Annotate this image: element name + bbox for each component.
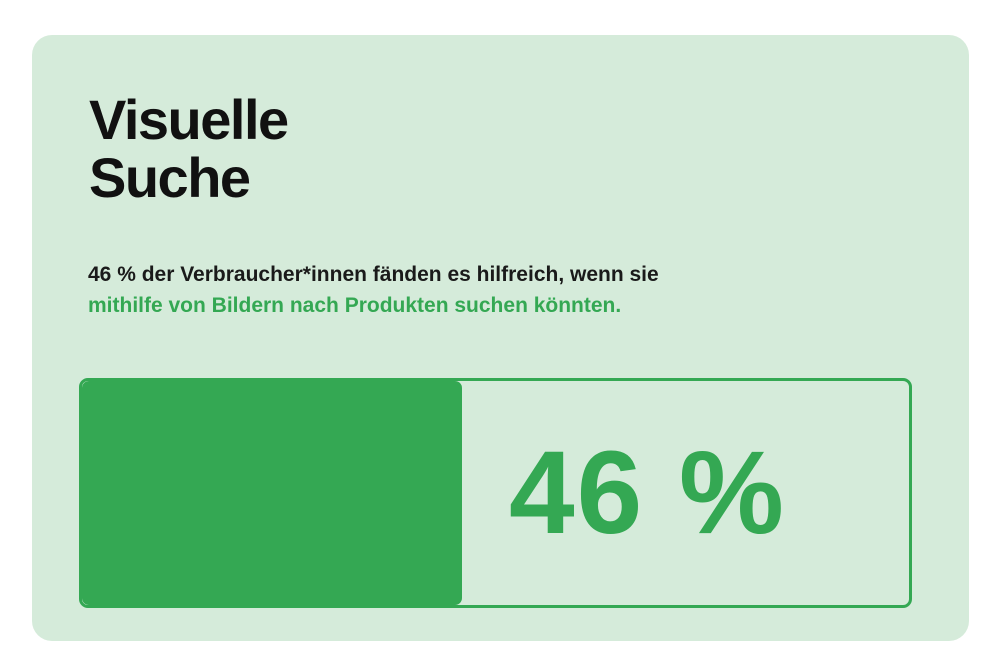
description-text: 46 % der Verbraucher*innen fänden es hil… bbox=[88, 263, 659, 286]
info-card: Visuelle Suche 46 % der Verbraucher*inne… bbox=[32, 35, 969, 641]
progress-bar: 46 % bbox=[79, 378, 912, 608]
title-line-2: Suche bbox=[89, 146, 251, 209]
description-highlight: mithilfe von Bildern nach Produkten such… bbox=[88, 294, 622, 317]
title-line-1: Visuelle bbox=[89, 88, 289, 151]
progress-bar-fill bbox=[82, 381, 463, 605]
card-title: Visuelle Suche bbox=[89, 88, 289, 209]
progress-value-label: 46 % bbox=[509, 427, 786, 559]
card-description: 46 % der Verbraucher*innen fänden es hil… bbox=[88, 259, 659, 321]
